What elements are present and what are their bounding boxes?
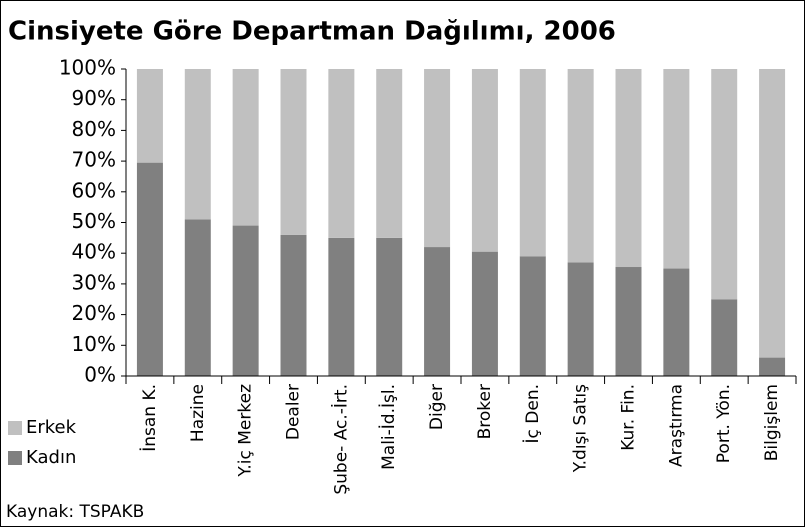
- bar-segment: [519, 69, 546, 257]
- bar-segment: [663, 268, 690, 376]
- bar-segment: [424, 247, 451, 376]
- y-tick-label: 100%: [59, 56, 116, 80]
- bar-segment: [615, 267, 642, 376]
- y-tick-label: 50%: [72, 209, 116, 233]
- bar-segment: [328, 237, 355, 376]
- bar-segment: [711, 69, 738, 300]
- y-tick-label: 60%: [72, 178, 116, 202]
- bar-segment: [136, 69, 163, 163]
- x-tick-label: Hazine: [188, 384, 208, 442]
- y-tick-label: 0%: [84, 363, 116, 387]
- chart-title: Cinsiyete Göre Departman Dağılımı, 2006: [8, 17, 616, 47]
- bar-segment: [567, 69, 594, 263]
- legend-swatch: [8, 451, 22, 465]
- x-tick-label: Y.dışı Satış: [571, 384, 591, 473]
- legend-label: Erkek: [26, 417, 77, 438]
- legend-label: Kadın: [26, 447, 76, 468]
- bar-segment: [615, 69, 642, 268]
- x-tick-label: Y.iç Merkez: [236, 384, 256, 478]
- bar-segment: [376, 237, 403, 376]
- x-tick-label: İnsan K.: [139, 384, 160, 452]
- bar-segment: [184, 219, 211, 376]
- bar-segment: [759, 69, 786, 358]
- y-tick-label: 10%: [72, 332, 116, 356]
- y-tick-label: 70%: [72, 148, 116, 172]
- bar-segment: [280, 69, 307, 235]
- x-tick-label: Şube- Ac.-İrt.: [330, 384, 351, 495]
- x-tick-label: İç Den.: [522, 384, 543, 444]
- y-tick-label: 80%: [72, 117, 116, 141]
- x-tick-label: Dealer: [284, 384, 304, 440]
- legend-swatch: [8, 421, 22, 435]
- x-tick-label: Bilgişlem: [762, 384, 782, 461]
- bar-segment: [663, 69, 690, 269]
- bar-segment: [232, 225, 259, 376]
- bar-segment: [519, 256, 546, 376]
- bar-segment: [280, 234, 307, 376]
- source: Kaynak: TSPAKB: [6, 502, 144, 522]
- y-tick-label: 30%: [72, 270, 116, 294]
- x-tick-label: Araştırma: [666, 384, 686, 467]
- y-tick-label: 90%: [72, 86, 116, 110]
- bar-segment: [759, 357, 786, 376]
- y-tick-label: 40%: [72, 240, 116, 264]
- bar-segment: [232, 69, 259, 226]
- bar-segment: [376, 69, 403, 238]
- bar-segment: [711, 299, 738, 376]
- x-tick-label: Mali-İd.İşl.: [378, 384, 399, 470]
- bar-segment: [328, 69, 355, 238]
- bar-segment: [471, 251, 498, 376]
- bar-segment: [424, 69, 451, 248]
- bar-segment: [471, 69, 498, 252]
- x-tick-label: Kur. Fin.: [619, 384, 639, 451]
- y-tick-label: 20%: [72, 301, 116, 325]
- x-tick-label: Port. Yön.: [714, 384, 734, 463]
- bar-segment: [136, 162, 163, 376]
- x-tick-label: Broker: [475, 384, 495, 439]
- x-tick-label: Diğer: [427, 384, 447, 430]
- bar-segment: [567, 262, 594, 376]
- bar-segment: [184, 69, 211, 220]
